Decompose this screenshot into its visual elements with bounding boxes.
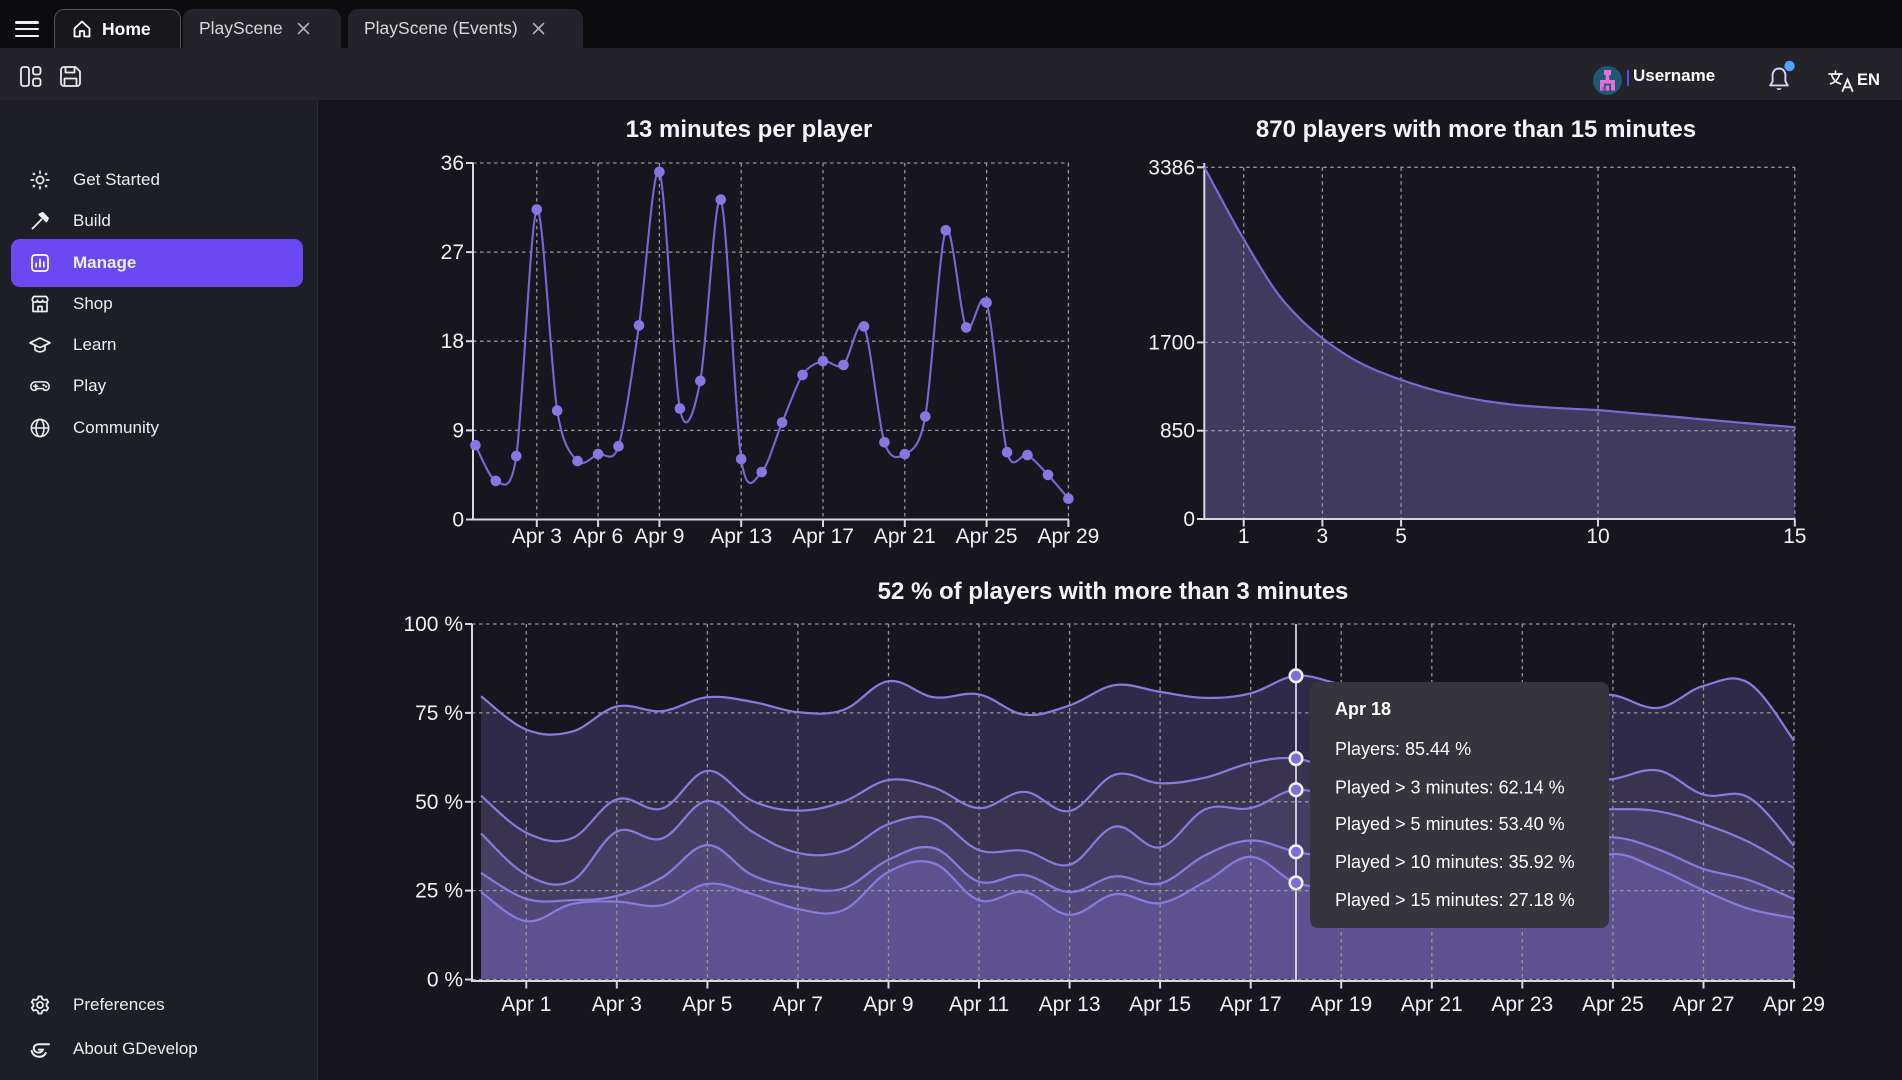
svg-text:36: 36 xyxy=(441,152,464,175)
svg-text:Played > 5 minutes: 53.40 %: Played > 5 minutes: 53.40 % xyxy=(1335,814,1565,834)
svg-text:9: 9 xyxy=(452,419,464,442)
svg-text:5: 5 xyxy=(1395,525,1407,548)
svg-text:Apr 17: Apr 17 xyxy=(792,525,854,548)
svg-text:13 minutes per player: 13 minutes per player xyxy=(626,116,873,143)
svg-text:Apr 19: Apr 19 xyxy=(1310,993,1372,1016)
svg-text:Apr 11: Apr 11 xyxy=(949,993,1009,1016)
svg-text:Apr 17: Apr 17 xyxy=(1220,993,1282,1016)
svg-text:Apr 6: Apr 6 xyxy=(573,525,623,548)
svg-text:Apr 15: Apr 15 xyxy=(1129,993,1191,1016)
svg-text:Apr 7: Apr 7 xyxy=(773,993,823,1016)
svg-text:Apr 9: Apr 9 xyxy=(863,993,913,1016)
svg-text:27: 27 xyxy=(441,241,464,264)
svg-text:100 %: 100 % xyxy=(403,613,463,636)
svg-text:Players: 85.44 %: Players: 85.44 % xyxy=(1335,739,1471,759)
svg-text:3: 3 xyxy=(1317,525,1329,548)
svg-text:52 % of players with more than: 52 % of players with more than 3 minutes xyxy=(878,578,1349,605)
svg-text:Apr 25: Apr 25 xyxy=(956,525,1018,548)
svg-text:Apr 9: Apr 9 xyxy=(634,525,684,548)
svg-text:Apr 21: Apr 21 xyxy=(1401,993,1463,1016)
svg-text:Apr 3: Apr 3 xyxy=(592,993,642,1016)
svg-text:Played > 3 minutes: 62.14 %: Played > 3 minutes: 62.14 % xyxy=(1335,778,1565,798)
svg-text:Apr 13: Apr 13 xyxy=(1039,993,1101,1016)
svg-text:Apr 27: Apr 27 xyxy=(1673,993,1735,1016)
svg-text:Apr 21: Apr 21 xyxy=(874,525,936,548)
svg-text:50 %: 50 % xyxy=(415,791,463,814)
svg-text:Apr 3: Apr 3 xyxy=(512,525,562,548)
svg-text:Played > 15 minutes: 27.18 %: Played > 15 minutes: 27.18 % xyxy=(1335,890,1575,910)
svg-text:Apr 29: Apr 29 xyxy=(1763,993,1825,1016)
svg-text:15: 15 xyxy=(1783,525,1806,548)
svg-text:Apr 13: Apr 13 xyxy=(710,525,772,548)
svg-text:18: 18 xyxy=(441,330,464,353)
svg-text:Apr 29: Apr 29 xyxy=(1037,525,1099,548)
svg-text:Apr 5: Apr 5 xyxy=(682,993,732,1016)
svg-text:850: 850 xyxy=(1160,420,1195,443)
svg-text:Apr 23: Apr 23 xyxy=(1491,993,1553,1016)
svg-text:10: 10 xyxy=(1586,525,1609,548)
svg-text:Apr 1: Apr 1 xyxy=(501,993,551,1016)
svg-text:1700: 1700 xyxy=(1148,331,1195,354)
svg-text:75 %: 75 % xyxy=(415,702,463,725)
svg-text:Apr 18: Apr 18 xyxy=(1335,699,1391,719)
svg-text:Played > 10 minutes: 35.92 %: Played > 10 minutes: 35.92 % xyxy=(1335,852,1575,872)
svg-text:0: 0 xyxy=(452,509,464,532)
svg-text:1: 1 xyxy=(1238,525,1250,548)
svg-text:25 %: 25 % xyxy=(415,880,463,903)
svg-text:Apr 25: Apr 25 xyxy=(1582,993,1644,1016)
svg-text:0: 0 xyxy=(1183,508,1195,531)
svg-text:3386: 3386 xyxy=(1148,156,1195,179)
svg-text:0 %: 0 % xyxy=(427,969,463,992)
svg-text:870 players with more than 15: 870 players with more than 15 minutes xyxy=(1256,116,1696,143)
